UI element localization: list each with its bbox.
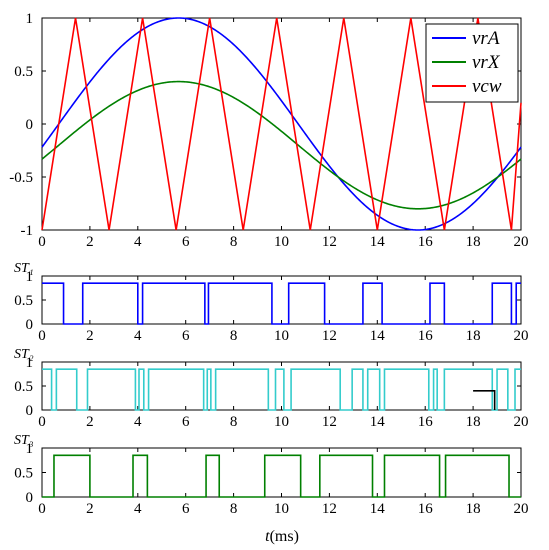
x-tick-label: 12 — [322, 234, 337, 250]
x-tick-label: 0 — [38, 501, 46, 517]
x-tick-label: 20 — [514, 234, 529, 250]
x-tick-label: 16 — [418, 328, 434, 344]
x-tick-label: 6 — [182, 328, 190, 344]
x-tick-label: 18 — [466, 234, 481, 250]
x-tick-label: 0 — [38, 234, 46, 250]
x-axis-label-unit: (ms) — [270, 528, 299, 545]
y-tick-label: 1 — [26, 269, 34, 285]
x-axis-label-var: t — [265, 528, 270, 545]
panel-title: ST₂ — [14, 347, 34, 362]
x-tick-label: 0 — [38, 328, 46, 344]
x-tick-label: 14 — [370, 414, 386, 430]
legend-label: vrA — [472, 28, 500, 49]
x-tick-label: 20 — [514, 414, 529, 430]
series-line-signal-0 — [42, 368, 521, 411]
x-tick-label: 6 — [182, 501, 190, 517]
x-tick-label: 2 — [86, 414, 94, 430]
x-tick-label: 6 — [182, 234, 190, 250]
y-tick-label: 0.5 — [14, 379, 33, 395]
x-tick-label: 20 — [514, 501, 529, 517]
y-tick-label: 1 — [26, 11, 34, 27]
x-tick-label: 2 — [86, 328, 94, 344]
series-line-signal-0 — [42, 282, 521, 325]
x-tick-label: 12 — [322, 414, 337, 430]
x-tick-label: 14 — [370, 328, 386, 344]
series-line-vrA — [41, 17, 522, 231]
y-tick-label: 1 — [26, 441, 34, 457]
x-tick-label: 6 — [182, 414, 190, 430]
y-tick-label: 0 — [26, 403, 34, 419]
x-tick-label: 4 — [134, 501, 142, 517]
y-tick-label: -0.5 — [9, 170, 33, 186]
x-tick-label: 20 — [514, 328, 529, 344]
legend-label: vcw — [472, 76, 502, 97]
x-tick-label: 8 — [230, 414, 238, 430]
y-tick-label: 0.5 — [14, 466, 33, 482]
x-tick-label: 4 — [134, 414, 142, 430]
x-tick-label: 8 — [230, 234, 238, 250]
series-line-signal-0 — [42, 454, 521, 498]
x-tick-label: 4 — [134, 234, 142, 250]
x-tick-label: 2 — [86, 234, 94, 250]
x-tick-label: 18 — [466, 501, 481, 517]
legend: vrA vrX vcw — [425, 23, 519, 103]
x-tick-label: 10 — [274, 501, 289, 517]
x-tick-label: 16 — [418, 414, 434, 430]
x-tick-label: 16 — [418, 234, 434, 250]
x-tick-label: 12 — [322, 328, 337, 344]
x-tick-label: 2 — [86, 501, 94, 517]
series-line-vcw — [41, 17, 522, 231]
x-tick-label: 0 — [38, 414, 46, 430]
y-tick-label: 0 — [26, 317, 34, 333]
x-tick-label: 4 — [134, 328, 142, 344]
y-tick-label: 0 — [26, 117, 34, 133]
y-tick-label: 0.5 — [14, 64, 33, 80]
x-tick-label: 8 — [230, 328, 238, 344]
panel-title: ST₁ — [14, 261, 34, 276]
y-tick-label: 0 — [26, 490, 34, 506]
x-tick-label: 10 — [274, 414, 289, 430]
x-tick-label: 18 — [466, 414, 481, 430]
x-tick-label: 8 — [230, 501, 238, 517]
x-tick-label: 10 — [274, 328, 289, 344]
x-tick-label: 10 — [274, 234, 289, 250]
legend-label: vrX — [472, 52, 501, 73]
x-axis-label: t(ms) — [265, 528, 299, 545]
y-tick-label: -1 — [21, 223, 34, 239]
y-tick-label: 1 — [26, 355, 34, 371]
panel-title: ST₃ — [14, 433, 34, 448]
y-tick-label: 0.5 — [14, 293, 33, 309]
x-tick-label: 16 — [418, 501, 434, 517]
x-tick-label: 12 — [322, 501, 337, 517]
x-tick-label: 14 — [370, 501, 386, 517]
x-tick-label: 14 — [370, 234, 386, 250]
series-line-signal-1 — [473, 390, 496, 410]
x-tick-label: 18 — [466, 328, 481, 344]
